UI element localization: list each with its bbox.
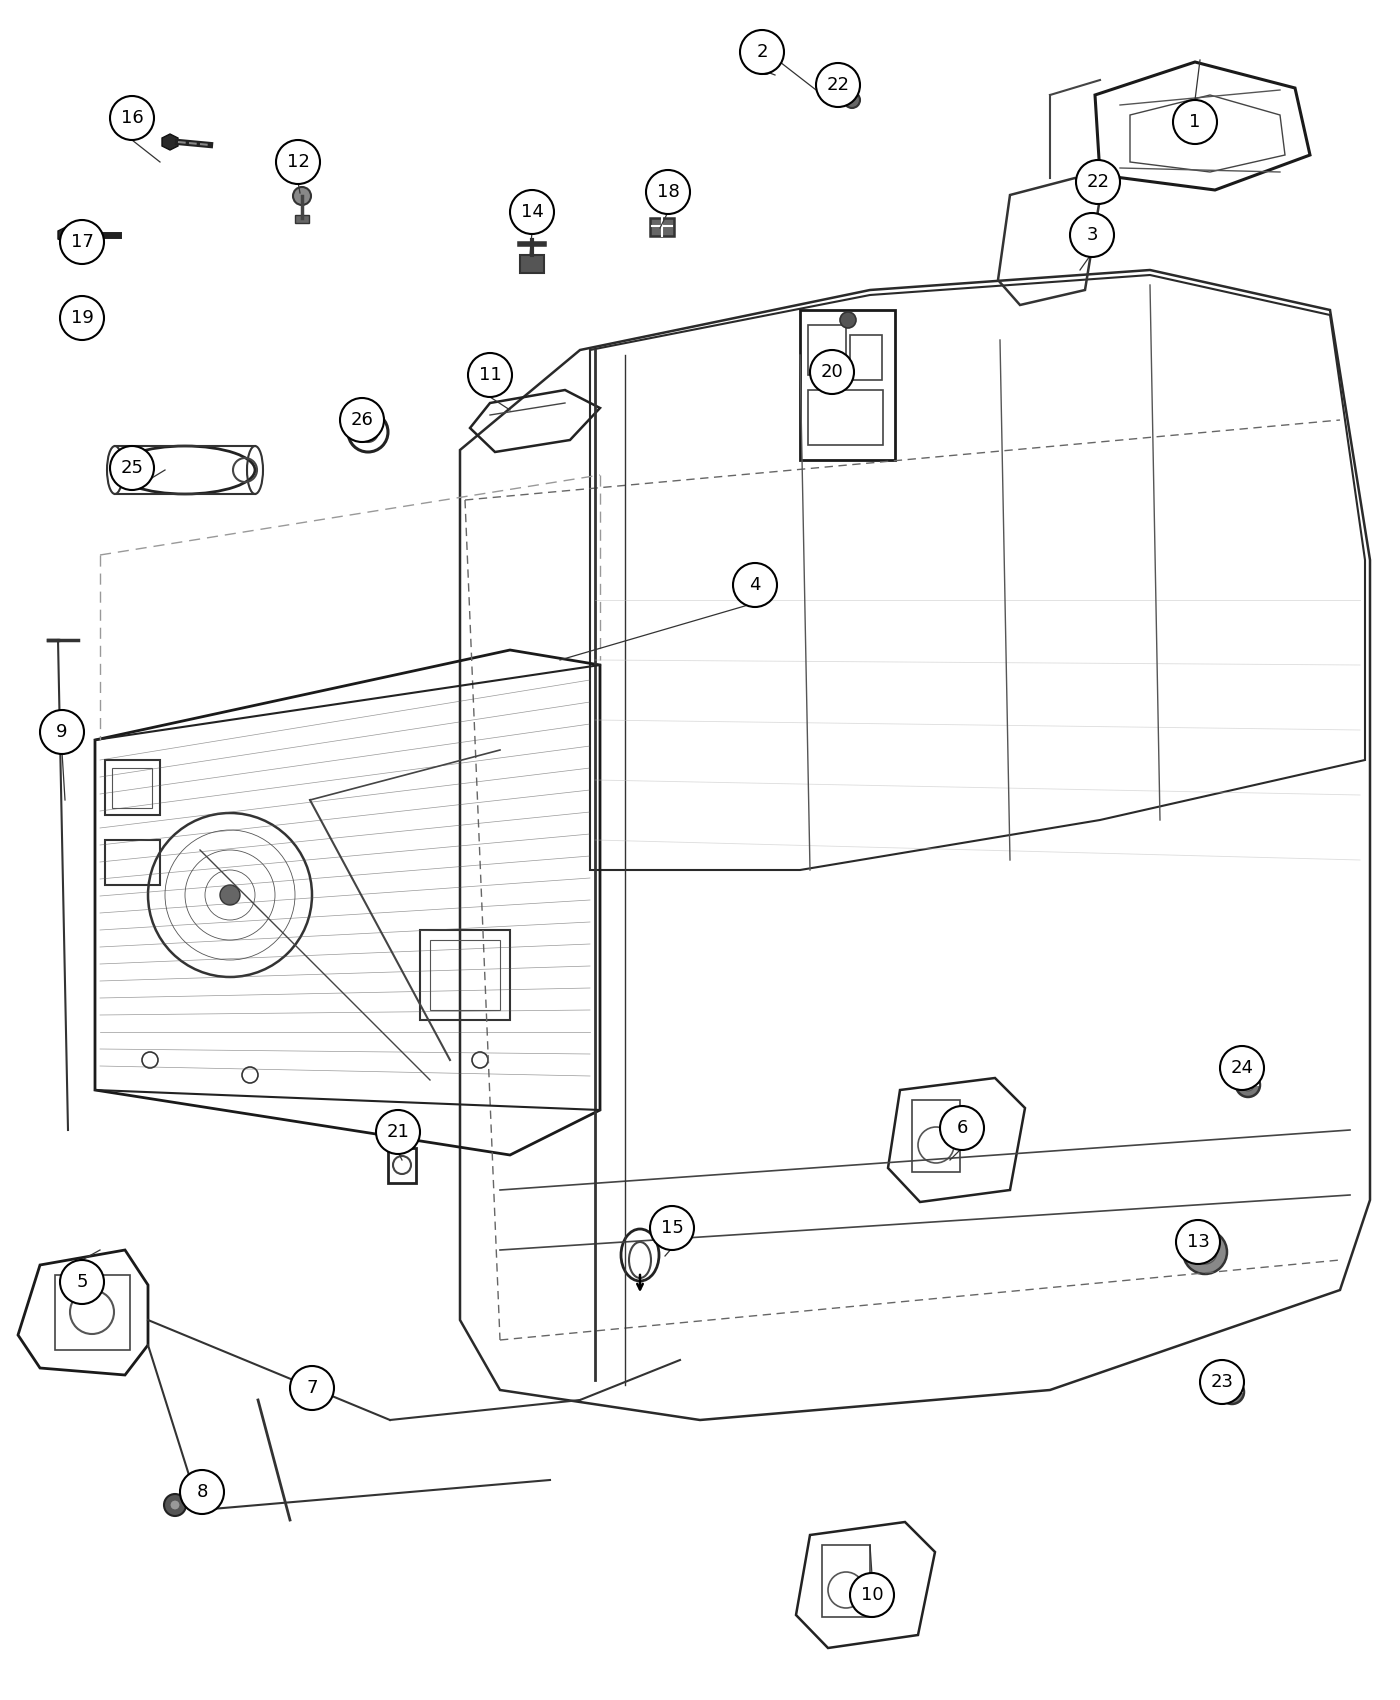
Bar (850, 335, 882, 381)
Bar (420, 930, 510, 1020)
Text: 11: 11 (479, 366, 501, 384)
Text: 2: 2 (756, 42, 767, 61)
Circle shape (760, 60, 770, 70)
Bar (799, 309, 895, 461)
Text: 10: 10 (861, 1586, 883, 1605)
Circle shape (169, 1499, 181, 1510)
Text: 22: 22 (826, 76, 850, 94)
Bar (112, 768, 153, 807)
Circle shape (939, 1107, 984, 1149)
Text: 24: 24 (1231, 1059, 1253, 1078)
Text: 25: 25 (120, 459, 143, 478)
Bar (519, 255, 545, 274)
Text: 16: 16 (120, 109, 143, 127)
Circle shape (1236, 1073, 1260, 1096)
Bar (105, 840, 160, 886)
Text: 14: 14 (521, 202, 543, 221)
Text: 22: 22 (1086, 173, 1109, 190)
Circle shape (60, 219, 104, 264)
Circle shape (1077, 160, 1120, 204)
Polygon shape (57, 228, 74, 243)
Circle shape (1173, 100, 1217, 144)
Text: 1: 1 (1190, 112, 1201, 131)
Bar (650, 218, 673, 236)
Circle shape (734, 563, 777, 607)
Circle shape (41, 711, 84, 755)
Text: 13: 13 (1187, 1232, 1210, 1251)
Circle shape (840, 313, 855, 328)
Text: 5: 5 (76, 1273, 88, 1290)
Circle shape (645, 170, 690, 214)
Text: 7: 7 (307, 1379, 318, 1397)
Bar (55, 1275, 130, 1350)
Circle shape (741, 31, 784, 75)
Circle shape (1092, 187, 1107, 202)
Circle shape (377, 1110, 420, 1154)
Text: 9: 9 (56, 722, 67, 741)
Circle shape (1193, 1239, 1217, 1265)
Text: 18: 18 (657, 184, 679, 201)
Circle shape (756, 56, 774, 75)
Text: 3: 3 (1086, 226, 1098, 245)
Bar (808, 325, 846, 376)
Circle shape (164, 1494, 186, 1516)
Circle shape (1219, 1380, 1245, 1404)
Bar (822, 1545, 869, 1617)
Circle shape (811, 350, 854, 394)
Circle shape (1183, 1231, 1226, 1273)
Circle shape (290, 1367, 335, 1409)
Text: 4: 4 (749, 576, 760, 593)
Circle shape (850, 1572, 895, 1617)
Bar (808, 389, 883, 445)
Circle shape (1242, 1080, 1254, 1091)
Bar (295, 214, 309, 223)
Bar (430, 940, 500, 1010)
Circle shape (276, 139, 321, 184)
Circle shape (650, 1205, 694, 1250)
Bar (105, 760, 160, 814)
Text: 6: 6 (956, 1119, 967, 1137)
Circle shape (340, 398, 384, 442)
Circle shape (1200, 1360, 1245, 1404)
Bar (911, 1100, 960, 1171)
Circle shape (468, 354, 512, 398)
Circle shape (111, 95, 154, 139)
Circle shape (220, 886, 239, 904)
Text: 12: 12 (287, 153, 309, 172)
Circle shape (181, 1470, 224, 1515)
Text: 8: 8 (196, 1482, 207, 1501)
Text: 21: 21 (386, 1124, 409, 1141)
Circle shape (364, 428, 372, 435)
Circle shape (60, 296, 104, 340)
Text: 26: 26 (350, 411, 374, 428)
Circle shape (1176, 1221, 1219, 1265)
Circle shape (293, 187, 311, 206)
Circle shape (510, 190, 554, 235)
Ellipse shape (71, 314, 85, 321)
Circle shape (1070, 212, 1114, 257)
Text: 15: 15 (661, 1219, 683, 1238)
Circle shape (1226, 1386, 1238, 1397)
Circle shape (60, 1260, 104, 1304)
Ellipse shape (66, 311, 90, 325)
Text: 20: 20 (820, 364, 843, 381)
Text: 19: 19 (70, 309, 94, 326)
Circle shape (111, 445, 154, 490)
Bar (388, 1148, 416, 1183)
Circle shape (844, 92, 860, 109)
Circle shape (816, 63, 860, 107)
Polygon shape (162, 134, 178, 150)
Text: 23: 23 (1211, 1374, 1233, 1391)
Circle shape (1219, 1046, 1264, 1090)
Text: 17: 17 (70, 233, 94, 252)
